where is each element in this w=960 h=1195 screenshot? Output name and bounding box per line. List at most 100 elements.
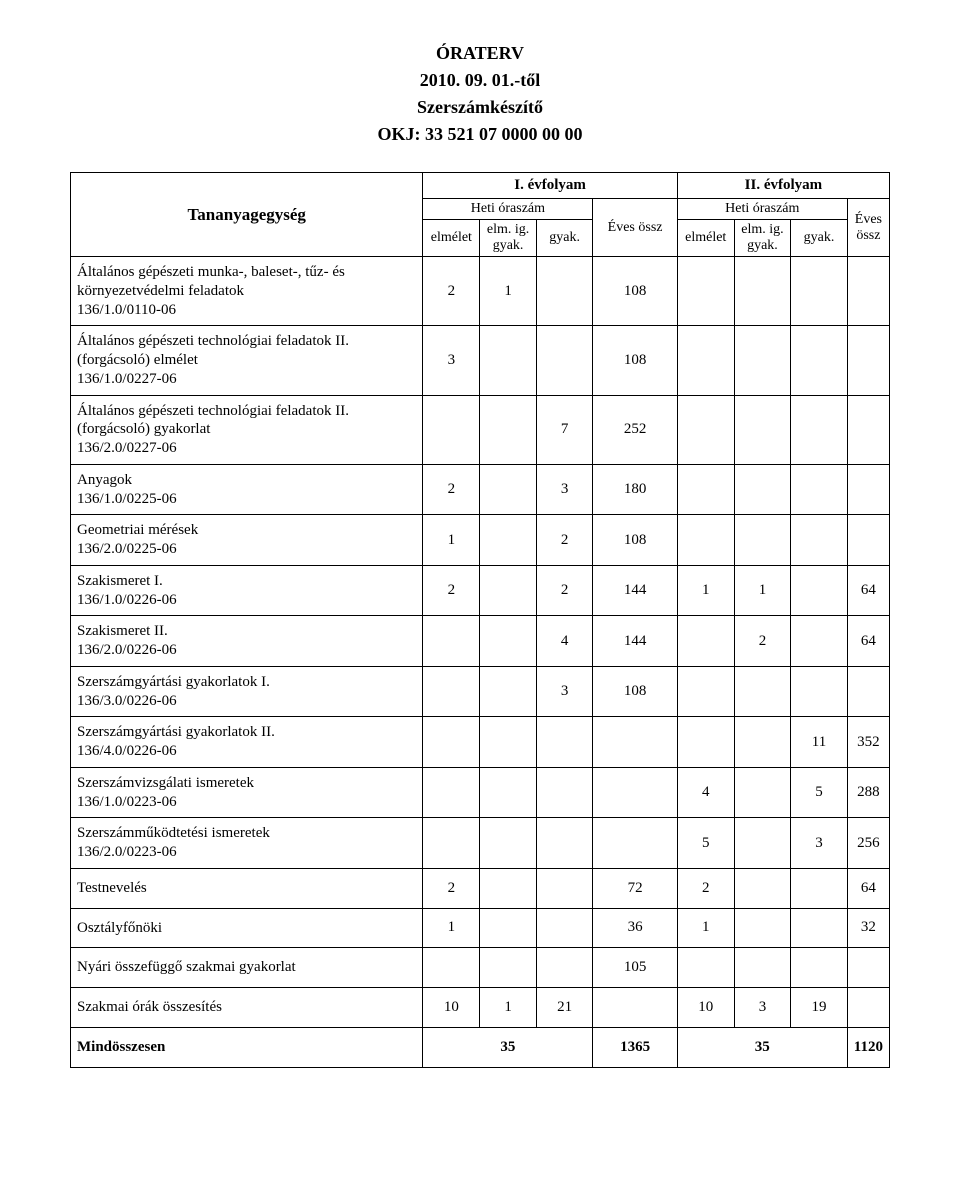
cell [593,818,677,869]
cell: 1 [677,565,734,616]
cell-y2-sum: 35 [677,1027,847,1067]
subject-cell: Szakismeret I.136/1.0/0226-06 [71,565,423,616]
cell: 3 [536,666,593,717]
cell: 108 [593,326,677,395]
cell [677,326,734,395]
cell: 108 [593,666,677,717]
col-weekly-1: Heti óraszám [423,199,593,220]
table-row: Általános gépészeti technológiai feladat… [71,395,890,464]
cell [480,616,537,667]
table-row: Szerszámvizsgálati ismeretek136/1.0/0223… [71,767,890,818]
cell: 11 [791,717,848,768]
cell [791,908,848,948]
subject-cell: Általános gépészeti technológiai feladat… [71,395,423,464]
cell [423,666,480,717]
cell [480,666,537,717]
cell [791,395,848,464]
program-name: Szerszámkészítő [70,94,890,121]
cell: 256 [847,818,889,869]
cell [677,464,734,515]
cell: 3 [423,326,480,395]
cell [480,908,537,948]
cell [734,666,791,717]
label-szakmai: Szakmai órák összesítés [71,988,423,1028]
cell: 5 [677,818,734,869]
cell [734,767,791,818]
cell [536,257,593,326]
table-row: Anyagok136/1.0/0225-0623180 [71,464,890,515]
cell [480,515,537,566]
cell [480,767,537,818]
col-weekly-2: Heti óraszám [677,199,847,220]
cell: 352 [847,717,889,768]
cell [593,717,677,768]
cell [734,515,791,566]
col-eig-1: elm. ig. gyak. [480,220,537,257]
cell: 1 [423,515,480,566]
row-osztalyfonoki: Osztályfőnöki 1 36 1 32 [71,908,890,948]
table-row: Általános gépészeti munka-, baleset-, tű… [71,257,890,326]
cell-y1-sum: 35 [423,1027,593,1067]
col-yearly-1: Éves össz [593,199,677,257]
cell: 4 [536,616,593,667]
col-elmelet-1: elmélet [423,220,480,257]
table-row: Szakismeret I.136/1.0/0226-06221441164 [71,565,890,616]
cell: 2 [423,565,480,616]
cell [847,464,889,515]
cell: 10 [423,988,480,1028]
cell: 105 [593,948,677,988]
subject-cell: Szerszámműködtetési ismeretek136/2.0/022… [71,818,423,869]
cell: 32 [847,908,889,948]
cell: 252 [593,395,677,464]
row-szakmai-osszesites: Szakmai órák összesítés 10 1 21 10 3 19 [71,988,890,1028]
subject-cell: Szerszámgyártási gyakorlatok II.136/4.0/… [71,717,423,768]
subject-cell: Általános gépészeti technológiai feladat… [71,326,423,395]
col-yearly-2: Éves össz [847,199,889,257]
row-testneveles: Testnevelés 2 72 2 64 [71,868,890,908]
cell [677,666,734,717]
date-from: 2010. 09. 01.-től [70,67,890,94]
cell: 19 [791,988,848,1028]
cell: 108 [593,515,677,566]
cell: 5 [791,767,848,818]
cell [480,948,537,988]
cell [480,326,537,395]
cell [536,767,593,818]
cell: 2 [734,616,791,667]
curriculum-table: Tananyagegység I. évfolyam II. évfolyam … [70,172,890,1068]
table-row: Szerszámgyártási gyakorlatok I.136/3.0/0… [71,666,890,717]
label-nyari: Nyári összefüggő szakmai gyakorlat [71,948,423,988]
table-row: Szerszámműködtetési ismeretek136/2.0/022… [71,818,890,869]
cell [791,515,848,566]
col-eig-2: elm. ig. gyak. [734,220,791,257]
cell [423,818,480,869]
cell: 72 [593,868,677,908]
cell [423,395,480,464]
cell [423,948,480,988]
cell [791,616,848,667]
cell [847,666,889,717]
cell: 3 [536,464,593,515]
cell [791,326,848,395]
label-testneveles: Testnevelés [71,868,423,908]
cell: 21 [536,988,593,1028]
cell [791,565,848,616]
cell [677,395,734,464]
table-row: Szerszámgyártási gyakorlatok II.136/4.0/… [71,717,890,768]
cell [536,326,593,395]
cell [791,257,848,326]
cell: 2 [423,257,480,326]
cell [480,717,537,768]
cell: 7 [536,395,593,464]
cell: 180 [593,464,677,515]
cell [423,767,480,818]
cell [423,717,480,768]
cell: 2 [423,868,480,908]
cell [734,464,791,515]
cell [734,948,791,988]
cell: 1 [734,565,791,616]
cell [480,395,537,464]
table-row: Általános gépészeti technológiai feladat… [71,326,890,395]
cell: 64 [847,565,889,616]
cell: 288 [847,767,889,818]
